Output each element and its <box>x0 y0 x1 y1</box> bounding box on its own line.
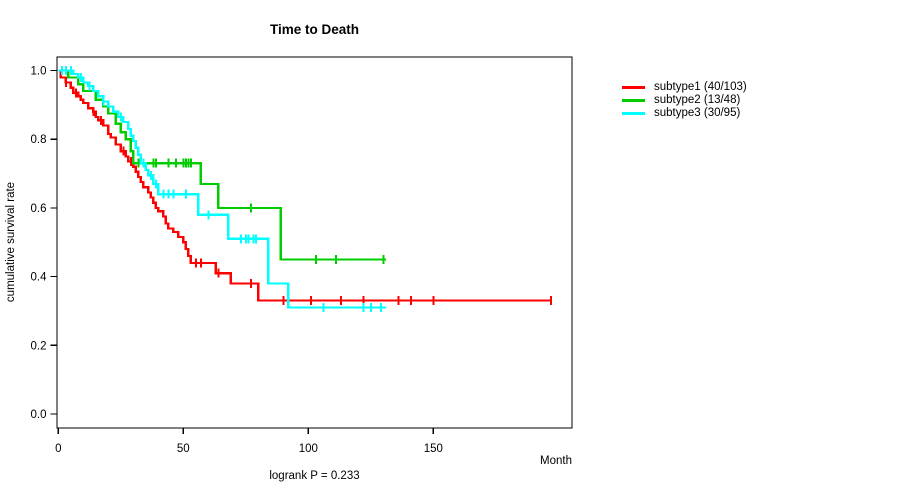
logrank-annotation: logrank P = 0.233 <box>269 470 360 482</box>
x-tick-label: 0 <box>55 443 61 455</box>
legend-label-subtype3: subtype3 (30/95) <box>654 107 741 119</box>
x-tick-label: 150 <box>424 443 443 455</box>
y-tick-label: 0.6 <box>31 203 47 215</box>
y-tick-label: 0.4 <box>31 272 48 284</box>
x-tick-label: 100 <box>299 443 318 455</box>
legend-item-subtype1: subtype1 (40/103) <box>622 81 747 94</box>
survival-curve-subtype2 <box>58 69 386 261</box>
legend-item-subtype3: subtype3 (30/95) <box>622 107 747 120</box>
survival-curve-subtype3 <box>58 69 386 309</box>
legend-label-subtype1: subtype1 (40/103) <box>654 81 747 93</box>
legend-swatch-subtype3 <box>622 112 645 115</box>
legend-item-subtype2: subtype2 (13/48) <box>622 94 747 107</box>
y-tick-label: 0.8 <box>31 134 47 146</box>
legend-swatch-subtype2 <box>622 99 645 102</box>
legend: subtype1 (40/103) subtype2 (13/48) subty… <box>622 81 747 120</box>
legend-swatch-subtype1 <box>622 86 645 89</box>
plot-box <box>56 56 573 429</box>
x-tick-label: 50 <box>177 443 190 455</box>
chart-title: Time to Death <box>269 22 359 37</box>
legend-label-subtype2: subtype2 (13/48) <box>654 94 741 106</box>
y-tick-label: 1.0 <box>31 66 47 78</box>
y-tick-label: 0.0 <box>31 409 47 421</box>
y-tick-label: 0.2 <box>31 340 47 352</box>
survival-curve-subtype1 <box>58 69 551 302</box>
x-axis-title: Month <box>540 455 572 467</box>
y-axis-title: cumulative survival rate <box>5 181 17 303</box>
